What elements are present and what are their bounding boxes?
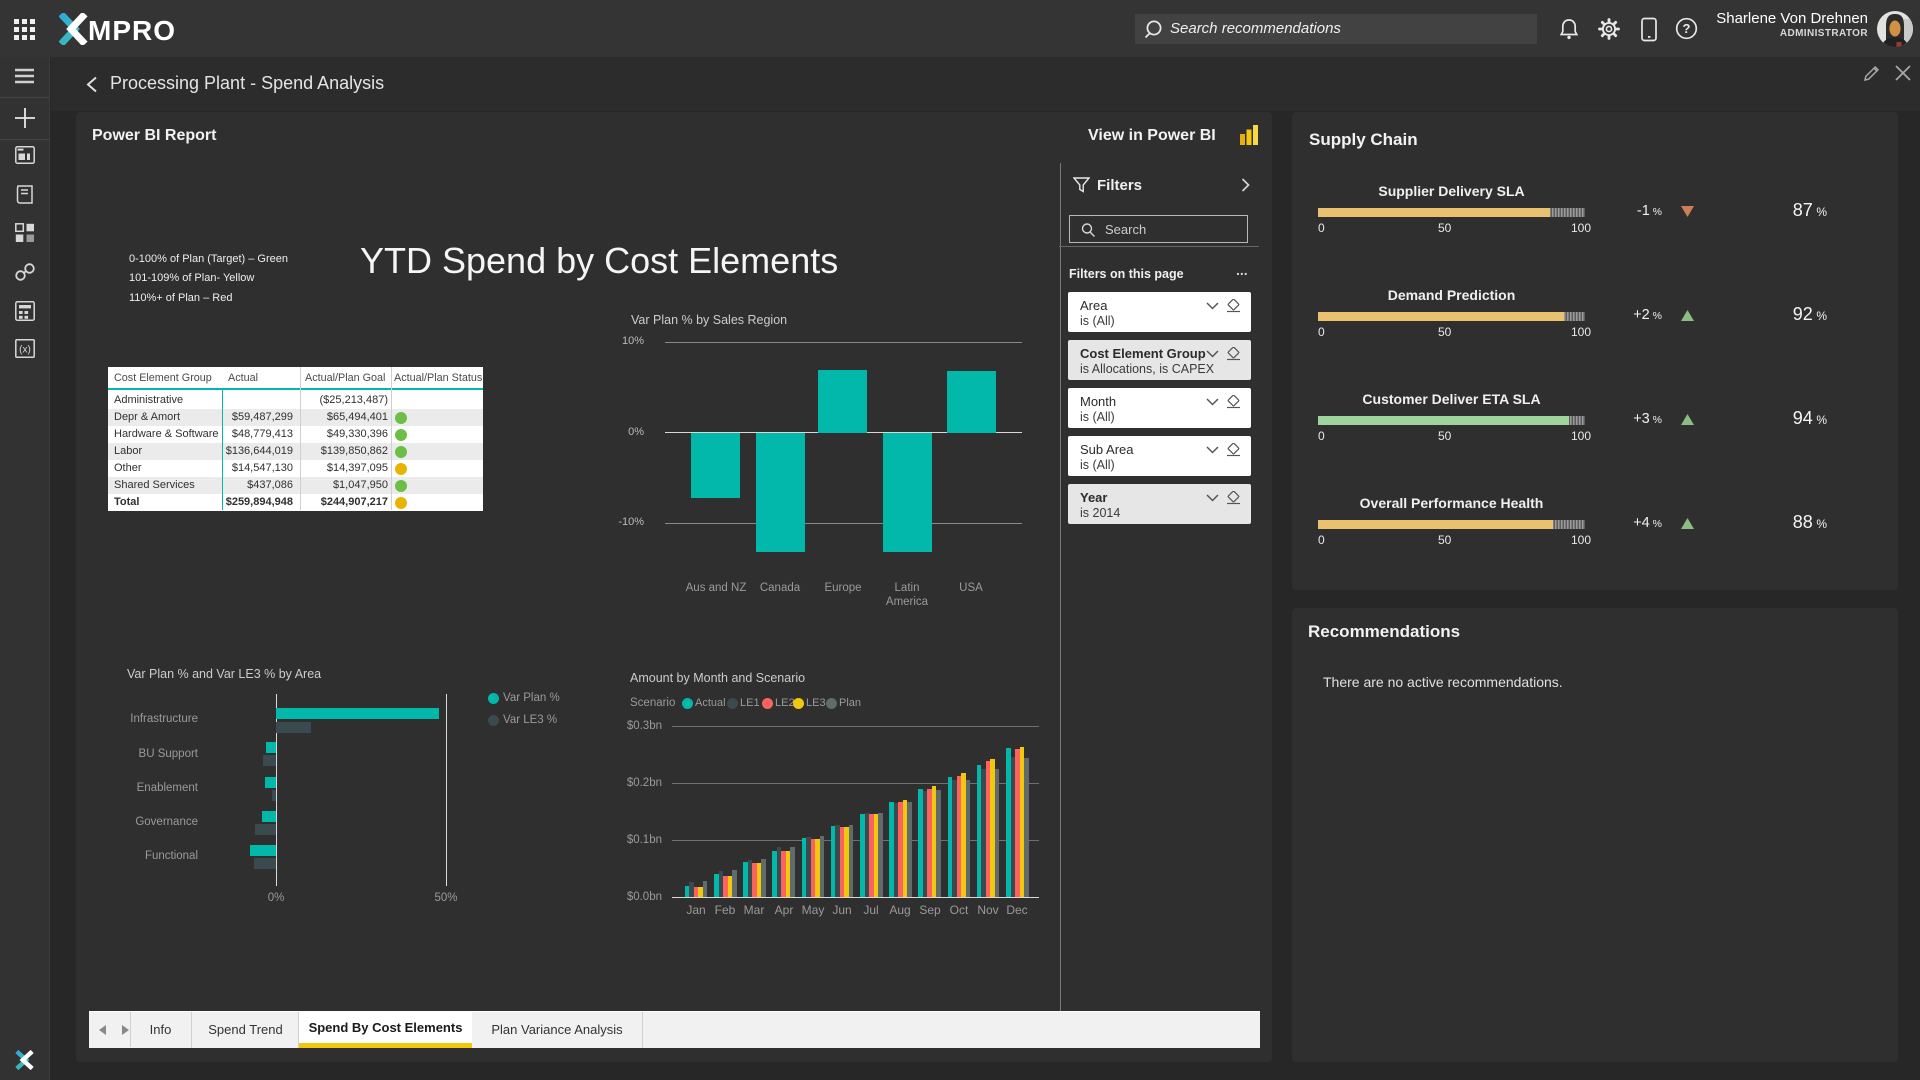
- svg-text:?: ?: [1683, 21, 1691, 36]
- svg-text:MPRO: MPRO: [88, 15, 176, 45]
- svg-text:(x): (x): [19, 345, 31, 356]
